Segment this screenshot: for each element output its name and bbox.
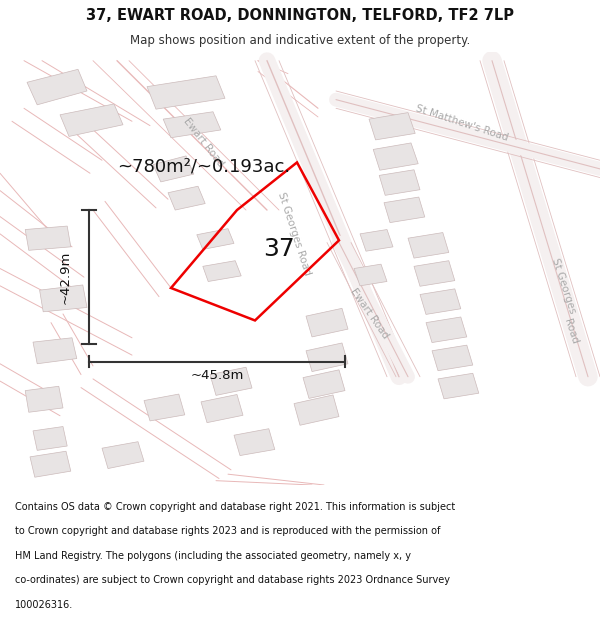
Polygon shape bbox=[144, 394, 185, 421]
Polygon shape bbox=[379, 170, 420, 196]
Text: St Georges Road: St Georges Road bbox=[276, 191, 312, 277]
Polygon shape bbox=[60, 104, 123, 136]
Polygon shape bbox=[384, 197, 425, 222]
Text: ~780m²/~0.193ac.: ~780m²/~0.193ac. bbox=[117, 158, 290, 176]
Polygon shape bbox=[168, 186, 205, 210]
Polygon shape bbox=[33, 426, 67, 451]
Polygon shape bbox=[432, 345, 473, 371]
Polygon shape bbox=[306, 343, 348, 371]
Text: ~45.8m: ~45.8m bbox=[191, 369, 244, 382]
Polygon shape bbox=[369, 112, 415, 140]
Text: 37: 37 bbox=[263, 237, 295, 261]
Polygon shape bbox=[408, 232, 449, 258]
Polygon shape bbox=[373, 143, 418, 170]
Polygon shape bbox=[426, 317, 467, 342]
Polygon shape bbox=[40, 285, 87, 312]
Polygon shape bbox=[210, 368, 252, 396]
Polygon shape bbox=[201, 394, 243, 422]
Polygon shape bbox=[25, 386, 63, 412]
Polygon shape bbox=[294, 395, 339, 425]
Polygon shape bbox=[147, 76, 225, 109]
Polygon shape bbox=[360, 229, 393, 251]
Text: Contains OS data © Crown copyright and database right 2021. This information is : Contains OS data © Crown copyright and d… bbox=[15, 502, 455, 512]
Text: Ewart Road: Ewart Road bbox=[182, 116, 226, 169]
Text: St Matthew's Road: St Matthew's Road bbox=[415, 104, 509, 143]
Text: co-ordinates) are subject to Crown copyright and database rights 2023 Ordnance S: co-ordinates) are subject to Crown copyr… bbox=[15, 575, 450, 585]
Text: 37, EWART ROAD, DONNINGTON, TELFORD, TF2 7LP: 37, EWART ROAD, DONNINGTON, TELFORD, TF2… bbox=[86, 8, 514, 23]
Text: St Georges: St Georges bbox=[550, 257, 578, 315]
Polygon shape bbox=[102, 442, 144, 469]
Polygon shape bbox=[420, 289, 461, 314]
Polygon shape bbox=[33, 338, 77, 364]
Text: Road: Road bbox=[562, 318, 580, 345]
Text: 100026316.: 100026316. bbox=[15, 600, 73, 610]
Polygon shape bbox=[438, 373, 479, 399]
Polygon shape bbox=[234, 429, 275, 456]
Polygon shape bbox=[30, 451, 71, 478]
Polygon shape bbox=[414, 261, 455, 286]
Text: ~42.9m: ~42.9m bbox=[58, 251, 71, 304]
Polygon shape bbox=[306, 308, 348, 337]
Text: Map shows position and indicative extent of the property.: Map shows position and indicative extent… bbox=[130, 34, 470, 47]
Text: to Crown copyright and database rights 2023 and is reproduced with the permissio: to Crown copyright and database rights 2… bbox=[15, 526, 440, 536]
Polygon shape bbox=[163, 112, 221, 138]
Polygon shape bbox=[27, 69, 87, 105]
Polygon shape bbox=[354, 264, 387, 286]
Polygon shape bbox=[203, 261, 241, 281]
Text: HM Land Registry. The polygons (including the associated geometry, namely x, y: HM Land Registry. The polygons (includin… bbox=[15, 551, 411, 561]
Polygon shape bbox=[197, 229, 234, 249]
Polygon shape bbox=[303, 370, 345, 398]
Polygon shape bbox=[25, 226, 71, 251]
Text: Ewart Road: Ewart Road bbox=[348, 287, 390, 341]
Polygon shape bbox=[153, 156, 194, 182]
